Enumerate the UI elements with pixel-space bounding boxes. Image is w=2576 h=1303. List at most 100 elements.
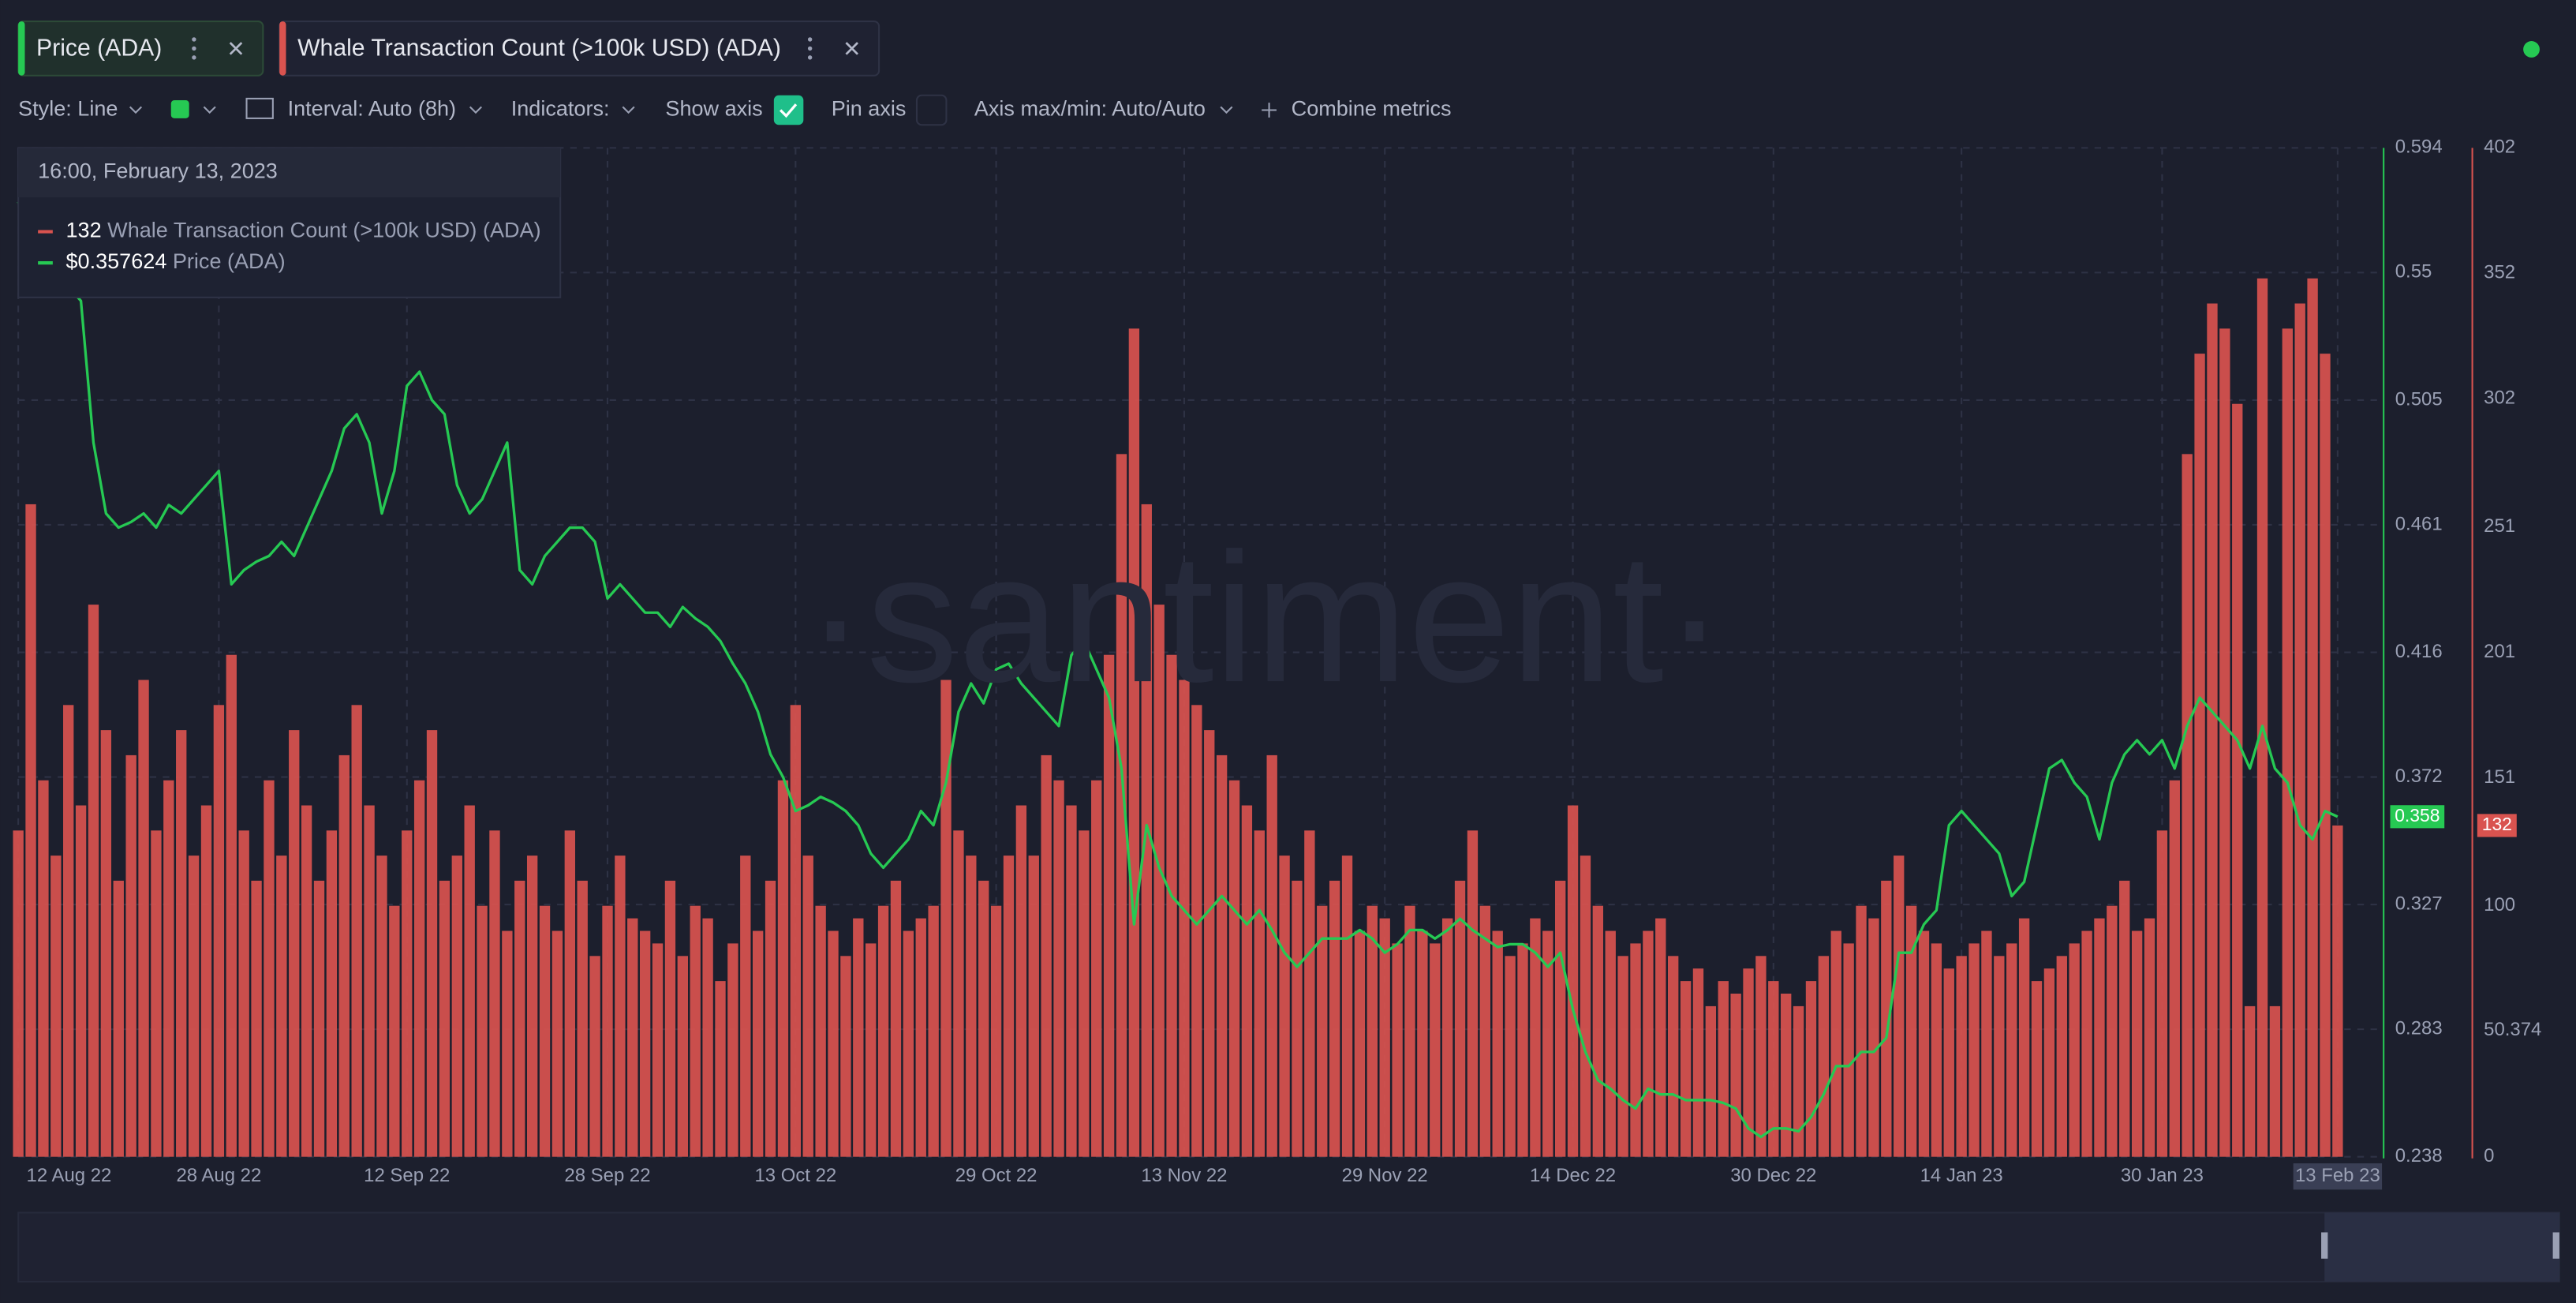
current-value-label: 132 [2482, 814, 2512, 834]
bar [1204, 730, 1215, 1157]
tooltip-value: $0.357624 [66, 249, 167, 273]
bar [1643, 930, 1654, 1157]
navigator[interactable] [17, 1211, 2560, 1282]
bar [63, 705, 74, 1157]
y-tick-label: 0.55 [2395, 261, 2432, 283]
status-dot [2523, 41, 2540, 58]
combine-metrics[interactable]: Combine metrics [1292, 97, 1452, 121]
x-tick-label: 30 Dec 22 [1730, 1165, 1816, 1186]
bar [1454, 880, 1466, 1157]
bar [1116, 454, 1127, 1157]
bar [226, 654, 237, 1157]
bar [1805, 981, 1817, 1157]
bar [753, 930, 764, 1157]
bar [489, 830, 500, 1157]
y2-tick-label: 352 [2484, 262, 2515, 283]
bar [13, 830, 24, 1157]
bar [840, 956, 851, 1157]
interval-icon [245, 97, 274, 119]
x-label-highlight [2293, 1163, 2383, 1190]
bar [2256, 278, 2268, 1157]
bar [1392, 943, 1403, 1157]
bar [2018, 918, 2030, 1157]
bar [2156, 830, 2168, 1157]
pin-axis-label: Pin axis [832, 97, 907, 121]
interval-select[interactable]: Interval: Auto (8h) [288, 97, 456, 121]
bar [502, 930, 513, 1157]
bar [1542, 930, 1553, 1157]
bar [815, 905, 826, 1157]
bar [1128, 328, 1140, 1157]
bar [1830, 930, 1841, 1157]
bar [1079, 830, 1090, 1157]
bar [2282, 328, 2293, 1157]
y2-tick-label: 50.374 [2484, 1019, 2541, 1040]
bar [276, 856, 287, 1157]
bar [176, 730, 187, 1157]
bar [1918, 930, 1930, 1157]
axis-minmax-select[interactable]: Axis max/min: Auto/Auto [974, 97, 1206, 121]
bar [1179, 680, 1190, 1157]
watermark: ·santiment· [805, 515, 1725, 721]
y-tick-label: 0.372 [2395, 766, 2443, 787]
bar [1630, 943, 1641, 1157]
indicators-select[interactable]: Indicators: [511, 97, 610, 121]
tab-price[interactable]: Price (ADA) [17, 21, 264, 77]
bar [75, 805, 87, 1157]
style-select[interactable]: Style: Line [18, 97, 118, 121]
show-axis-checkbox[interactable] [773, 95, 804, 125]
color-picker[interactable] [170, 100, 189, 118]
pin-axis-checkbox[interactable] [915, 94, 948, 126]
y2-tick-label: 201 [2484, 641, 2515, 662]
tooltip-value: 132 [66, 219, 102, 242]
bar [25, 504, 36, 1157]
bar [765, 880, 776, 1157]
bar [978, 880, 989, 1157]
bar [2169, 780, 2180, 1157]
bar [1292, 880, 1303, 1157]
bar [1567, 805, 1579, 1157]
bar [2107, 905, 2118, 1157]
bar [264, 780, 275, 1157]
tab-whale[interactable]: Whale Transaction Count (>100k USD) (ADA… [279, 21, 880, 77]
x-tick-label: 14 Dec 22 [1530, 1165, 1616, 1186]
bar [1981, 930, 1992, 1157]
bar [664, 880, 676, 1157]
bar [1580, 856, 1591, 1157]
y-tick-label: 0.238 [2395, 1145, 2443, 1166]
bar [652, 943, 664, 1157]
bar [338, 754, 350, 1157]
y2-tick-label: 151 [2484, 766, 2515, 788]
bar [1943, 968, 1954, 1157]
y2-tick-label: 251 [2484, 515, 2515, 537]
bar [1530, 918, 1541, 1157]
bar [2043, 968, 2055, 1157]
bar [615, 856, 626, 1157]
bar [389, 905, 400, 1157]
bar [2232, 403, 2243, 1157]
bar [289, 730, 300, 1157]
bar [1881, 880, 1892, 1157]
bar [890, 880, 902, 1157]
bar [1818, 956, 1830, 1157]
bar [464, 805, 475, 1157]
bar [577, 880, 588, 1157]
bar [326, 830, 338, 1157]
bar [2119, 880, 2130, 1157]
bar [151, 830, 162, 1157]
bar [1868, 918, 1879, 1157]
bar [1241, 805, 1253, 1157]
y-tick-label: 0.283 [2395, 1017, 2443, 1039]
current-value-label: 0.358 [2395, 805, 2440, 826]
bar [213, 705, 225, 1157]
bar [915, 918, 926, 1157]
x-tick-label: 13 Feb 23 [2295, 1165, 2380, 1186]
bar [2131, 930, 2143, 1157]
bar [38, 780, 49, 1157]
x-tick-label: 28 Aug 22 [176, 1165, 261, 1186]
bar [1015, 805, 1027, 1157]
bar [163, 780, 174, 1157]
bar [251, 880, 262, 1157]
bar [1931, 943, 1942, 1157]
bar [451, 856, 462, 1157]
